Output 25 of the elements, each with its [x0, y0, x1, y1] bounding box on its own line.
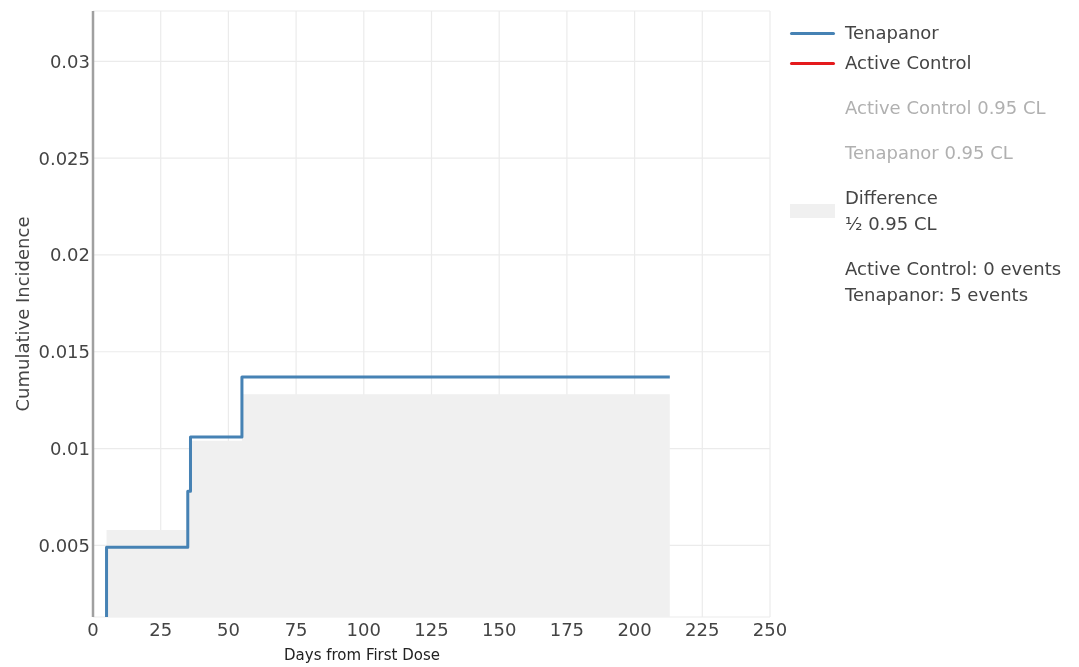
- x-tick-label: 0: [87, 618, 99, 640]
- x-tick-label: 175: [549, 618, 585, 640]
- x-tick-label: 75: [284, 618, 308, 640]
- text: Active Control 0.95 CL: [845, 96, 1047, 120]
- y-tick-label: 0.02: [49, 244, 90, 266]
- y-tick-label: 0.015: [38, 341, 90, 363]
- legend-label: Difference ½ 0.95 CL: [845, 186, 938, 236]
- legend-label: Active Control: [845, 51, 972, 75]
- x-axis-title: Days from First Dose: [284, 646, 440, 664]
- y-axis-title: Cumulative Incidence: [11, 216, 33, 412]
- y-tick-label: 0.005: [38, 534, 90, 556]
- legend-label: Tenapanor: [845, 21, 939, 45]
- y-tick-label: 0.03: [49, 50, 90, 72]
- y-tick-label: 0.025: [38, 147, 90, 169]
- text: Tenapanor 0.95 CL: [845, 141, 1014, 165]
- x-tick-label: 225: [685, 618, 720, 640]
- text: Active Control: 0 events Tenapanor: 5 events: [845, 257, 1062, 307]
- x-tick-label: 150: [482, 618, 517, 640]
- x-tick-label: 250: [752, 618, 788, 640]
- x-tick-label: 200: [617, 618, 652, 640]
- x-tick-label: 25: [149, 618, 173, 640]
- x-tick-label: 100: [346, 618, 381, 640]
- x-tick-label: 125: [414, 618, 449, 640]
- x-tick-label: 50: [216, 618, 240, 640]
- y-tick-label: 0.01: [49, 437, 90, 459]
